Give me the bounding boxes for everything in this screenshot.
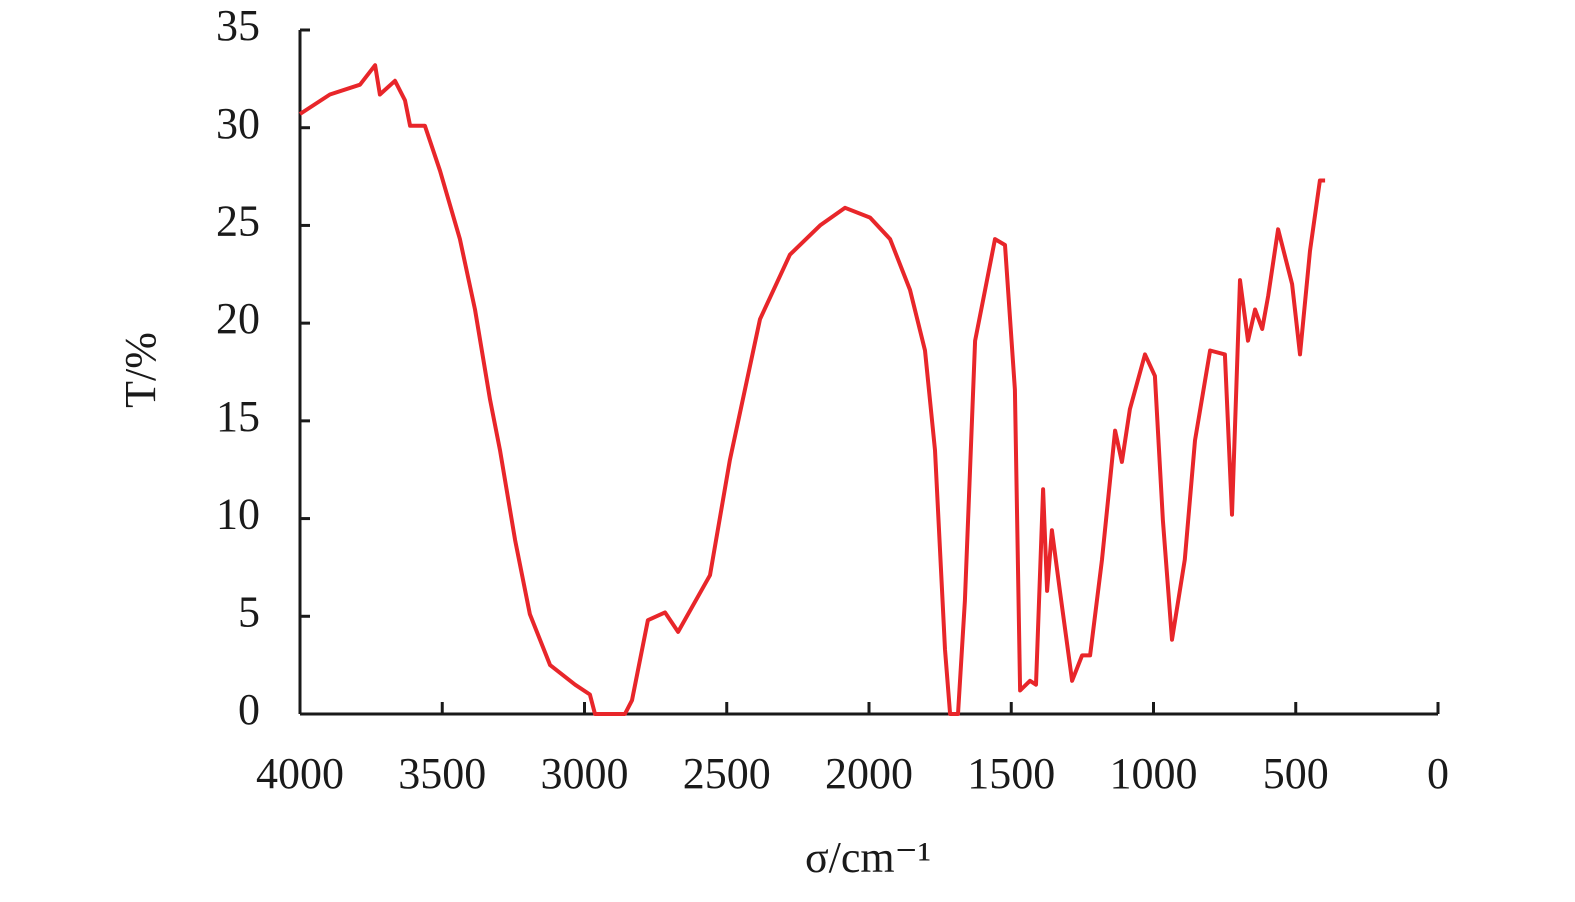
x-tick-label: 4000: [256, 749, 344, 798]
x-tick-label: 0: [1427, 749, 1449, 798]
y-tick-label: 15: [216, 392, 260, 441]
y-tick-label: 0: [238, 685, 260, 734]
x-tick-label: 3500: [398, 749, 486, 798]
x-tick-label: 2000: [825, 749, 913, 798]
x-tick-label: 2500: [683, 749, 771, 798]
y-axis-label: T/%: [116, 332, 165, 408]
y-tick-label: 25: [216, 197, 260, 246]
x-tick-label: 3000: [541, 749, 629, 798]
spectrum-line: [298, 63, 1326, 716]
y-tick-label: 20: [216, 294, 260, 343]
y-tick-label: 10: [216, 490, 260, 539]
x-tick-label: 1500: [967, 749, 1055, 798]
x-axis-label: σ/cm⁻¹: [805, 833, 931, 882]
y-tick-label: 35: [216, 1, 260, 50]
x-tick-label: 500: [1263, 749, 1329, 798]
x-tick-label: 1000: [1110, 749, 1198, 798]
y-tick-label: 30: [216, 99, 260, 148]
y-tick-label: 5: [238, 587, 260, 636]
